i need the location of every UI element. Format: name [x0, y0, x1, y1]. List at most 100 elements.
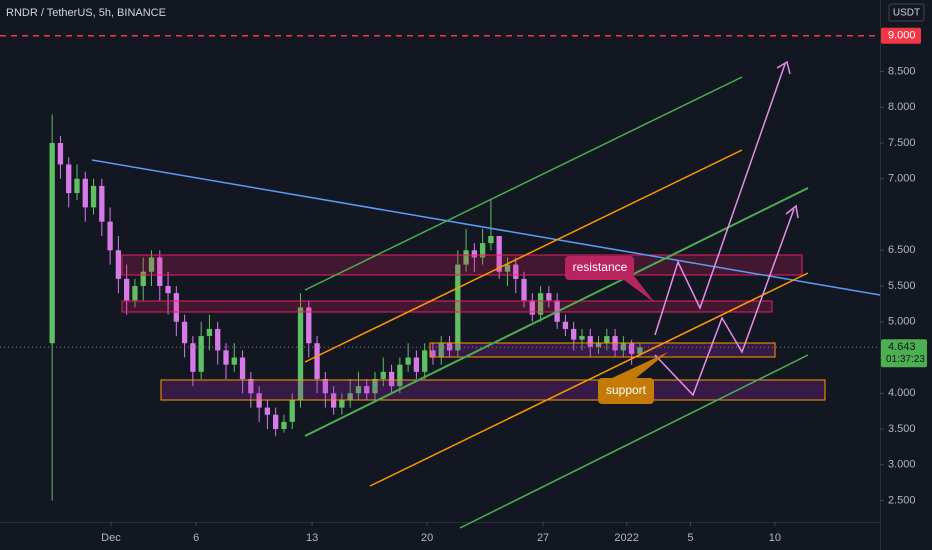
annotation: resistance [573, 260, 628, 274]
y-tick-label: 3.000 [888, 459, 916, 471]
candle-body [49, 143, 55, 344]
candle-body [74, 178, 80, 194]
candle-body [231, 357, 237, 365]
candle-body [529, 300, 535, 315]
candle-body [513, 264, 519, 279]
candle-body [471, 250, 478, 258]
candle-body [157, 257, 163, 287]
candle-body [446, 343, 453, 351]
candle-body [223, 350, 229, 365]
channel-line [304, 187, 809, 437]
alert-label: 9.000 [888, 30, 916, 42]
candle-body [339, 400, 345, 408]
candle-body [479, 243, 486, 258]
candle-body [206, 328, 213, 337]
candle-body [115, 250, 122, 279]
candle-body [496, 235, 502, 272]
candle-body [306, 307, 312, 344]
support-zone [160, 379, 826, 401]
candle-body [579, 336, 585, 340]
candle-body [66, 164, 72, 194]
candle-body [347, 393, 353, 401]
candle-body [198, 336, 204, 372]
candle-body [595, 343, 602, 347]
projection-arrow [654, 63, 786, 336]
last-price-label: 4.643 [888, 341, 916, 353]
y-tick-label: 5.500 [888, 280, 916, 292]
candle-body [604, 336, 610, 344]
arrow-head [785, 204, 799, 219]
x-tick-label: 10 [769, 532, 781, 544]
currency-box [888, 3, 925, 22]
alert-tag [881, 27, 921, 44]
candle-body [57, 143, 64, 165]
candle-body [521, 278, 527, 301]
candle-body [388, 371, 395, 387]
candle-body [181, 321, 188, 344]
y-tick-label: 4.000 [888, 387, 916, 399]
y-tick-label: 5.000 [888, 316, 916, 328]
candle-body [463, 250, 469, 265]
resistance-zone [121, 254, 803, 276]
currency: USDT [893, 8, 920, 19]
candle-body [281, 421, 287, 430]
last-price-tag [881, 339, 927, 368]
candle-body [455, 264, 461, 351]
candle-body [628, 343, 635, 354]
candle-body [413, 357, 420, 372]
x-tick-label: 6 [193, 532, 199, 544]
candle-body [140, 271, 146, 287]
y-tick-label: 8.500 [888, 65, 916, 77]
chart-title: RNDR / TetherUS, 5h, BINANCE [6, 7, 166, 19]
candle-body [82, 178, 88, 208]
y-tick-label: 2.500 [888, 494, 916, 506]
channel-line [304, 76, 743, 291]
y-tick-label: 8.000 [888, 101, 916, 113]
candle-body [173, 293, 179, 322]
support-zone [429, 342, 776, 358]
candle-body [380, 371, 386, 379]
candle-body [571, 328, 577, 340]
candle-body [488, 235, 494, 244]
candle-body [438, 343, 444, 358]
x-tick-label: 20 [421, 532, 433, 544]
candle-body [107, 221, 113, 251]
candle-body [422, 350, 428, 372]
x-tick-label: 5 [687, 532, 693, 544]
callout [598, 352, 668, 404]
candle-body [364, 386, 370, 394]
candle-body [90, 185, 97, 208]
annotation: support [606, 383, 647, 397]
channel-line [459, 354, 809, 529]
candle-body [504, 264, 511, 272]
projection-arrow [654, 208, 795, 397]
candle-body [430, 350, 436, 358]
candle-body [215, 328, 221, 351]
arrow-head [776, 60, 791, 75]
candle-body [264, 407, 271, 415]
y-tick-label: 7.500 [888, 137, 916, 149]
candle-body [620, 343, 627, 351]
candle-body [273, 414, 279, 430]
candle-body [537, 293, 544, 315]
candle-body [405, 357, 411, 365]
candle-body [239, 357, 246, 379]
resistance-zone [121, 300, 773, 313]
trend-line [91, 159, 881, 296]
drawings: resistance support [91, 60, 881, 529]
candle-body [148, 257, 155, 272]
candle-body [322, 378, 328, 394]
x-tick-label: 13 [306, 532, 318, 544]
y-tick-label: 7.000 [888, 173, 916, 185]
candle-body [248, 378, 254, 394]
candle-body [124, 278, 130, 301]
candle-body [297, 307, 304, 401]
x-tick-label: 2022 [614, 532, 638, 544]
x-tick-label: Dec [101, 532, 121, 544]
candle-body [99, 185, 105, 222]
candle-body [165, 286, 171, 294]
candle-body [587, 336, 593, 347]
channel-line [369, 272, 809, 487]
candle-body [372, 378, 378, 394]
